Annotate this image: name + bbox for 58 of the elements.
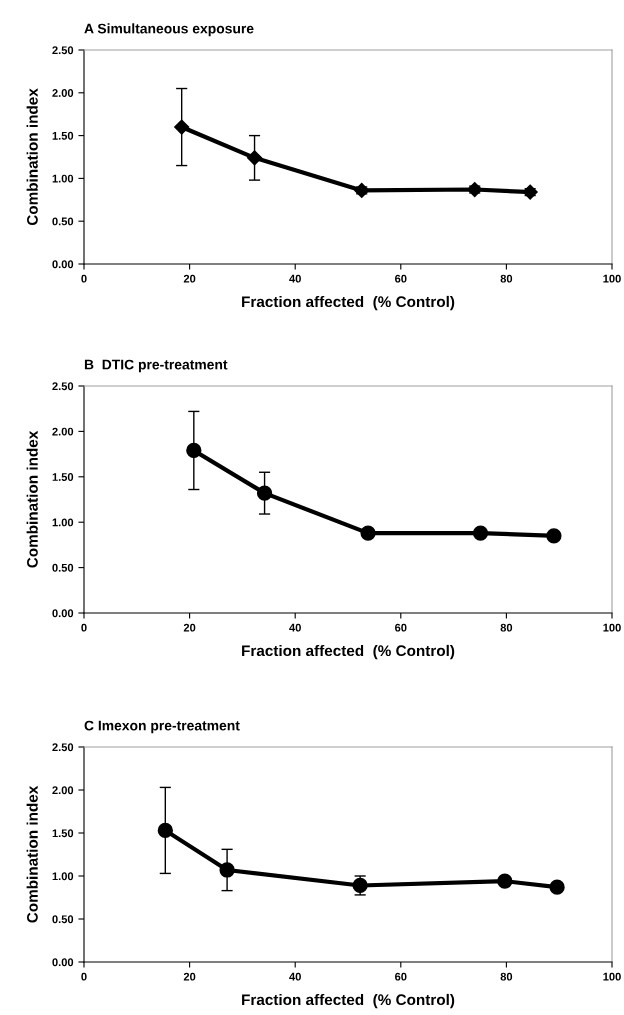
x-axis-title: Fraction affected (% Control) xyxy=(242,993,455,1009)
y-tick-label: 0.50 xyxy=(52,563,74,572)
x-tick-label: 80 xyxy=(500,274,513,283)
y-tick-label: 2.50 xyxy=(52,382,74,391)
y-tick-label: 2.50 xyxy=(52,46,74,55)
y-tick-label: 1.50 xyxy=(52,131,74,140)
x-tick-label: 20 xyxy=(183,274,196,283)
y-tick-label: 2.50 xyxy=(52,743,74,752)
x-tick-label: 80 xyxy=(500,623,513,632)
point xyxy=(546,528,562,544)
point xyxy=(219,862,235,878)
chart-title: C Imexon pre-treatment xyxy=(84,720,240,734)
point xyxy=(467,181,483,198)
x-tick-label: 80 xyxy=(500,972,513,981)
x-tick-label: 40 xyxy=(289,623,301,632)
y-axis-title: Combination index xyxy=(26,785,38,923)
y-tick-label: 1.00 xyxy=(52,872,74,881)
point xyxy=(549,879,565,895)
y-tick-label: 0.00 xyxy=(52,260,74,269)
x-axis-title: Fraction affected (% Control) xyxy=(242,295,455,311)
point xyxy=(174,119,190,135)
point xyxy=(360,525,376,541)
x-axis-title: Fraction affected (% Control) xyxy=(242,644,455,660)
y-tick-label: 0.50 xyxy=(52,915,74,924)
x-tick-label: 100 xyxy=(603,623,621,632)
x-tick-label: 40 xyxy=(289,274,301,283)
point xyxy=(472,525,489,541)
x-tick-label: 20 xyxy=(183,623,196,632)
y-tick-label: 2.00 xyxy=(52,786,74,795)
y-tick-label: 0.50 xyxy=(52,217,74,226)
point xyxy=(186,442,202,459)
y-tick-label: 0.00 xyxy=(52,609,74,618)
x-tick-label: 100 xyxy=(603,972,621,981)
x-tick-label: 20 xyxy=(183,972,196,981)
x-tick-label: 60 xyxy=(395,623,407,632)
y-axis-title: Combination index xyxy=(26,430,38,568)
y-tick-label: 2.00 xyxy=(52,89,74,97)
y-tick-label: 2.00 xyxy=(52,427,74,436)
x-tick-label: 40 xyxy=(289,972,301,981)
y-axis-title: Combination index xyxy=(26,88,38,226)
x-tick-label: 100 xyxy=(603,274,621,283)
point xyxy=(157,822,173,839)
point xyxy=(256,485,273,501)
point xyxy=(246,150,263,166)
y-tick-label: 1.00 xyxy=(52,174,74,183)
x-tick-label: 0 xyxy=(81,972,87,981)
x-tick-label: 0 xyxy=(81,274,87,283)
x-tick-label: 0 xyxy=(81,623,87,632)
y-tick-label: 0.00 xyxy=(52,958,74,967)
x-tick-label: 60 xyxy=(395,972,407,981)
chart-title: B DTIC pre-treatment xyxy=(84,359,228,373)
point xyxy=(497,873,513,889)
x-tick-label: 60 xyxy=(395,274,407,283)
y-tick-label: 1.00 xyxy=(52,518,74,527)
point xyxy=(354,182,370,198)
y-tick-label: 1.50 xyxy=(52,829,74,838)
y-tick-label: 1.50 xyxy=(52,473,74,481)
chart-title: A Simultaneous exposure xyxy=(84,23,254,37)
